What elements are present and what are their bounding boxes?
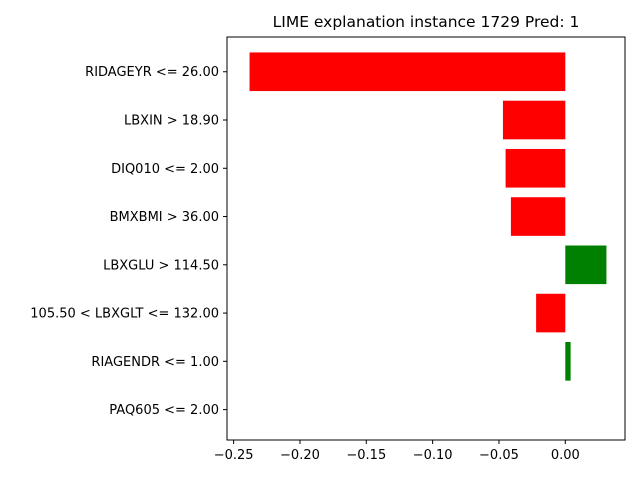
bar <box>510 197 566 236</box>
y-tick-label: DIQ010 <= 2.00 <box>111 162 219 177</box>
y-axis-ticks: RIDAGEYR <= 26.00 LBXIN > 18.90 DIQ010 <= … <box>30 65 227 418</box>
bar <box>565 342 571 381</box>
bar <box>249 52 566 92</box>
x-tick-label: −0.20 <box>280 448 320 463</box>
y-tick-label: LBXIN > 18.90 <box>124 114 219 129</box>
y-tick-label: RIDAGEYR <= 26.00 <box>85 65 219 80</box>
bars-group <box>249 52 607 381</box>
y-tick-label: BMXBMI > 36.00 <box>110 210 219 225</box>
y-tick-label: 105.50 < LBXGLT <= 132.00 <box>30 307 219 322</box>
bar <box>565 245 607 285</box>
x-tick-label: −0.10 <box>413 448 453 463</box>
bar <box>536 293 566 333</box>
bar <box>502 100 566 140</box>
x-tick-label: 0.00 <box>551 448 580 463</box>
plot-frame <box>226 36 626 441</box>
chart-title: LIME explanation instance 1729 Pred: 1 <box>273 13 580 31</box>
x-axis-ticks: −0.25 −0.20 −0.15 −0.10 −0.05 0.00 <box>214 440 580 463</box>
x-tick-label: −0.05 <box>479 448 519 463</box>
x-tick-label: −0.15 <box>346 448 386 463</box>
bar <box>505 148 566 188</box>
x-tick-label: −0.25 <box>214 448 254 463</box>
y-tick-label: PAQ605 <= 2.00 <box>109 403 219 418</box>
y-tick-label: LBXGLU > 114.50 <box>103 258 219 273</box>
y-tick-label: RIAGENDR <= 1.00 <box>91 355 219 370</box>
